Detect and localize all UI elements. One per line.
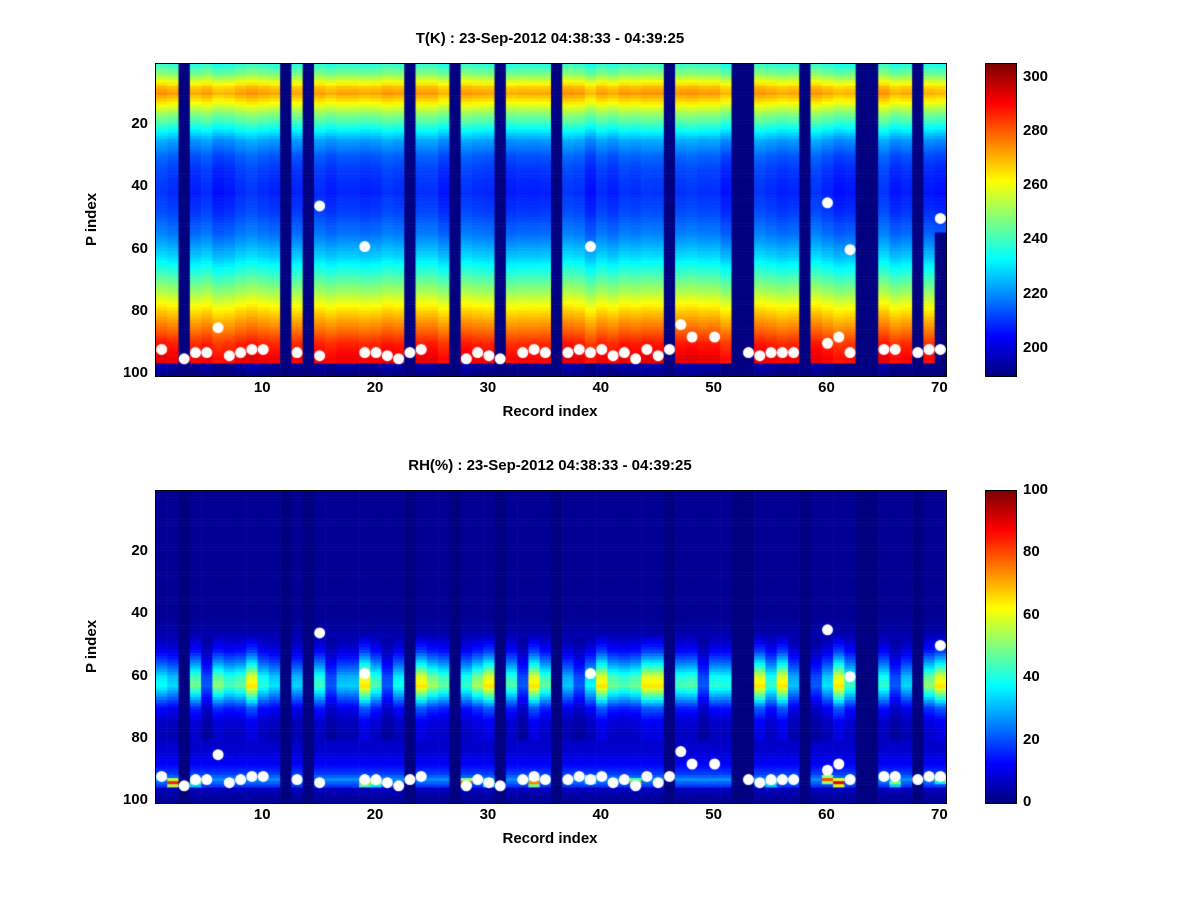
- x-tick-label: 40: [592, 806, 610, 823]
- x-tick-label: 20: [366, 806, 384, 823]
- chart-title: T(K) : 23-Sep-2012 04:38:33 - 04:39:25: [415, 30, 685, 47]
- x-tick-label: 30: [479, 379, 497, 396]
- y-tick-label: 60: [131, 667, 148, 684]
- humidity-heatmap-canvas: [156, 491, 946, 803]
- colorbar-tick-label: 0: [1023, 793, 1032, 810]
- colorbar-tick-label: 200: [1023, 339, 1049, 356]
- y-tick-label: 60: [131, 240, 148, 257]
- colorbar-tick-label: 60: [1023, 606, 1040, 623]
- x-axis-label: Record index: [502, 830, 598, 847]
- temperature-plot-area: [155, 63, 947, 377]
- y-axis-label: P index: [83, 619, 101, 673]
- x-tick-label: 60: [818, 379, 835, 396]
- x-tick-label: 30: [479, 806, 497, 823]
- x-tick-label: 60: [818, 806, 835, 823]
- y-axis-label-container: P index: [80, 63, 104, 375]
- colorbar-tick-label: 300: [1023, 68, 1049, 85]
- humidity-chart: RH(%) : 23-Sep-2012 04:38:33 - 04:39:25 …: [0, 427, 1200, 867]
- x-tick-label: 10: [253, 806, 271, 823]
- x-tick-label: 40: [592, 379, 610, 396]
- x-tick-label: 20: [366, 379, 384, 396]
- temperature-heatmap-canvas: [156, 64, 946, 376]
- y-tick-label: 20: [131, 115, 148, 132]
- y-axis-label-container: P index: [80, 490, 104, 802]
- colorbar-tick-label: 20: [1023, 731, 1040, 748]
- colorbar-tick-label: 220: [1023, 285, 1049, 302]
- y-tick-label: 40: [131, 604, 148, 621]
- x-tick-label: 10: [253, 379, 271, 396]
- colorbar-tick-label: 80: [1023, 543, 1040, 560]
- y-axis-label: P index: [83, 192, 101, 246]
- y-tick-label: 100: [122, 791, 148, 808]
- temperature-colorbar: [985, 63, 1017, 377]
- chart-title: RH(%) : 23-Sep-2012 04:38:33 - 04:39:25: [408, 457, 692, 474]
- humidity-colorbar-canvas: [986, 491, 1016, 803]
- x-tick-label: 70: [931, 806, 948, 823]
- temperature-chart: T(K) : 23-Sep-2012 04:38:33 - 04:39:25 P…: [0, 0, 1200, 440]
- x-tick-label: 50: [705, 806, 722, 823]
- colorbar-tick-label: 100: [1023, 481, 1049, 498]
- x-tick-label: 70: [931, 379, 948, 396]
- y-tick-label: 100: [122, 364, 148, 381]
- colorbar-tick-label: 260: [1023, 176, 1049, 193]
- humidity-colorbar: [985, 490, 1017, 804]
- colorbar-tick-label: 280: [1023, 122, 1049, 139]
- y-tick-label: 80: [131, 729, 148, 746]
- y-tick-label: 40: [131, 177, 148, 194]
- temperature-colorbar-canvas: [986, 64, 1016, 376]
- colorbar-tick-label: 40: [1023, 668, 1040, 685]
- humidity-plot-area: [155, 490, 947, 804]
- y-tick-label: 80: [131, 302, 148, 319]
- x-axis-label: Record index: [502, 403, 598, 420]
- y-tick-label: 20: [131, 542, 148, 559]
- colorbar-tick-label: 240: [1023, 230, 1049, 247]
- x-tick-label: 50: [705, 379, 722, 396]
